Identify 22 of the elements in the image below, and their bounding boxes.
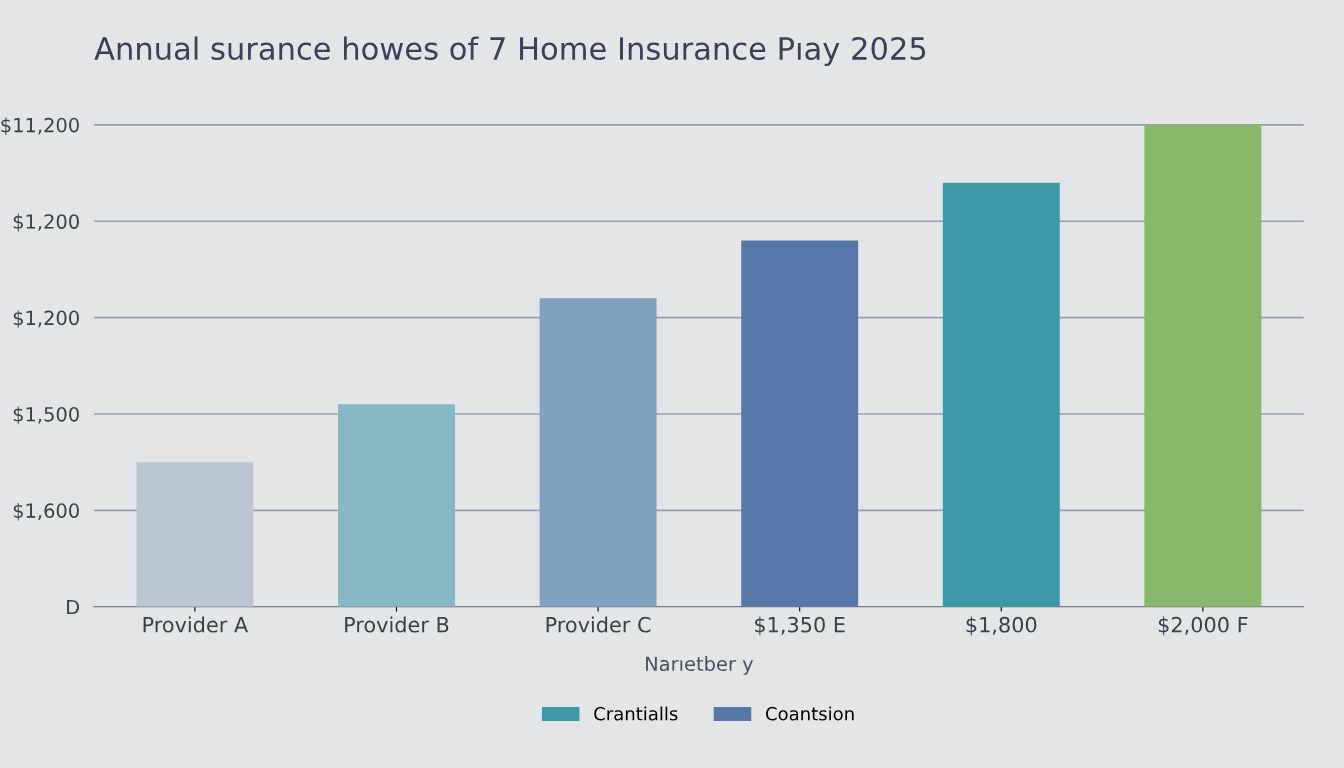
x-tick-label: Provider A <box>143 616 249 633</box>
bar <box>942 182 1060 607</box>
x-axis-title: Narıetber y <box>646 656 754 675</box>
x-tick-label: $1,350 E <box>755 616 845 636</box>
text: $1,200 <box>13 310 79 328</box>
bar <box>338 404 455 607</box>
text: $1,600 <box>13 502 79 521</box>
x-tick-label: Provider C <box>546 616 651 633</box>
text: D <box>67 599 80 615</box>
chart-title: Annual surance howes of 7 Home Insurance Pıay 2025 <box>94 36 926 66</box>
text: $11,200 <box>1 117 79 136</box>
bar <box>539 298 657 607</box>
x-tick-label: $2,000 F <box>1158 616 1248 636</box>
bar <box>741 240 859 607</box>
text: $1,500 <box>13 406 79 425</box>
bar <box>1144 124 1262 607</box>
text: $1,200 <box>13 213 79 232</box>
x-tick-label: Provider B <box>345 616 449 633</box>
legend-label: Crantialls <box>594 706 678 721</box>
legend-label: Coantsion <box>765 706 854 721</box>
x-tick-label: $1,800 <box>966 616 1037 636</box>
bar <box>136 462 254 607</box>
